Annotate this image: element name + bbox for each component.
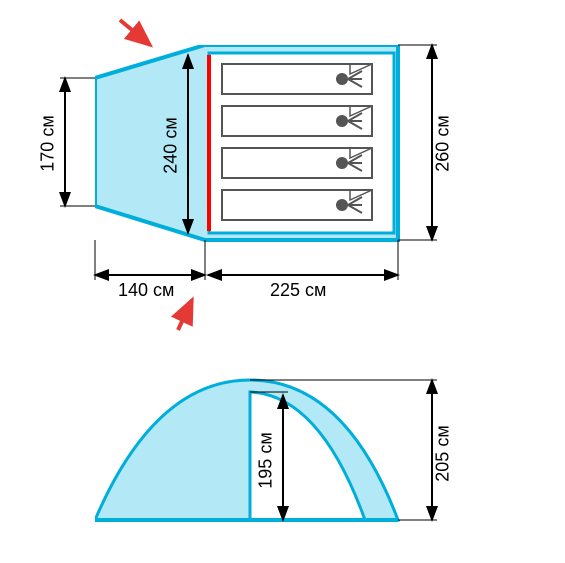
dim-side-h: 205 см	[433, 425, 454, 481]
dim-side-door-h: 195 см	[256, 432, 277, 488]
side-dims	[0, 0, 565, 563]
